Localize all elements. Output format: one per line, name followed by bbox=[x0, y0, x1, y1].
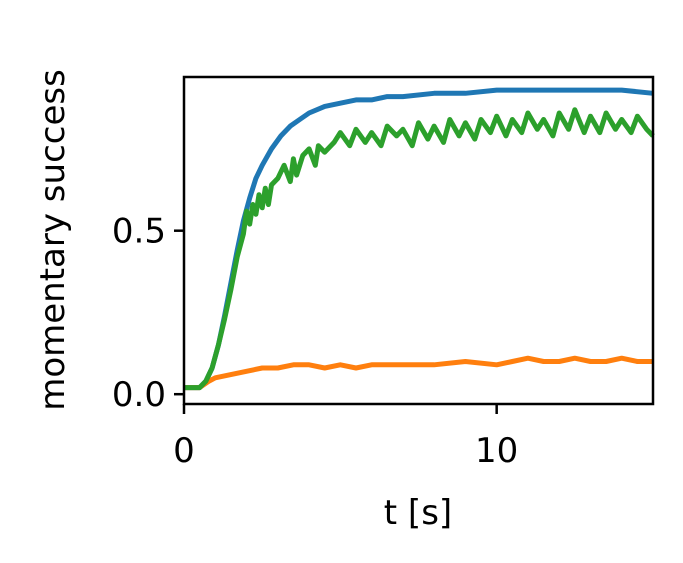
y-axis-label: momentary success bbox=[33, 69, 73, 411]
x-axis-label: t [s] bbox=[384, 493, 452, 533]
x-tick-label: 0 bbox=[173, 431, 195, 471]
series-line-3 bbox=[184, 107, 655, 391]
series-line-2 bbox=[184, 355, 653, 391]
x-tick-label: 10 bbox=[475, 431, 518, 471]
series-line-1 bbox=[184, 87, 654, 391]
ticks: 0 10 0.0 0.5 bbox=[112, 212, 518, 471]
y-tick-label: 0.0 bbox=[112, 375, 166, 415]
plot-lines bbox=[184, 87, 655, 391]
plot-frame bbox=[182, 75, 655, 406]
y-tick-label: 0.5 bbox=[112, 212, 166, 252]
